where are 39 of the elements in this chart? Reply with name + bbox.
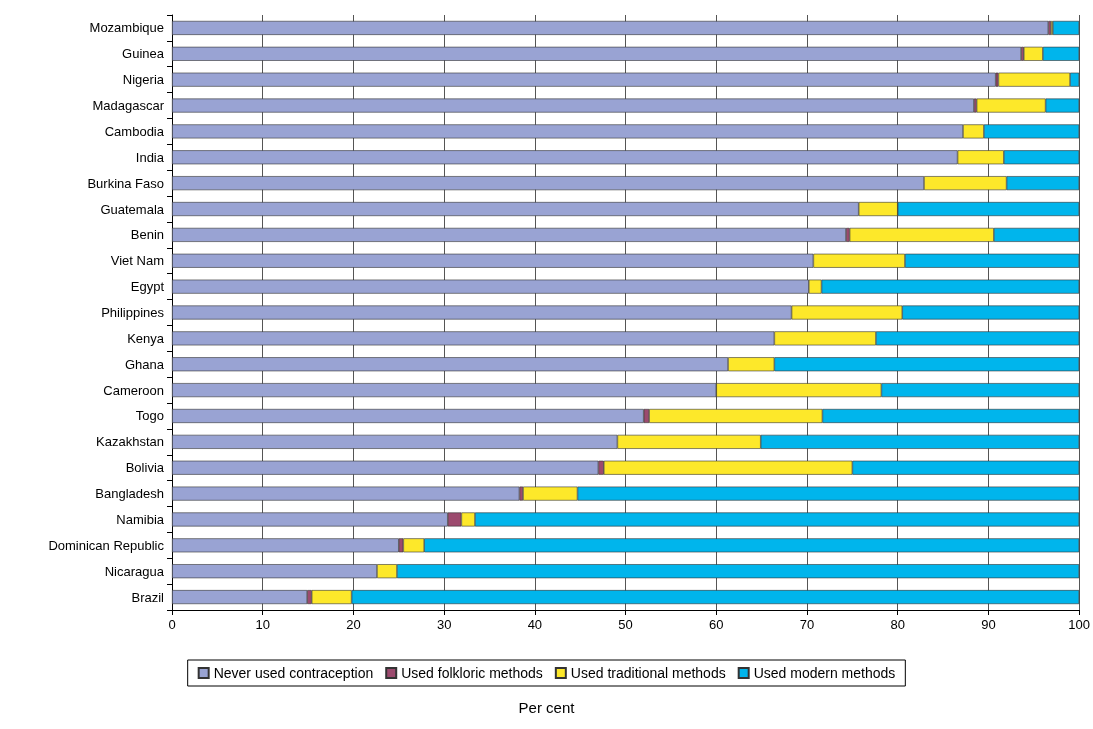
y-tick-label: Benin xyxy=(130,227,164,243)
text: Per cent xyxy=(518,699,576,716)
y-tick-label: Togo xyxy=(135,408,164,424)
y-tick-label: Kazakhstan xyxy=(96,434,164,450)
y-tick-label: Cambodia xyxy=(104,123,165,139)
y-tick-label: Guatemala xyxy=(100,201,165,217)
y-tick-label: Bolivia xyxy=(125,460,165,476)
y-tick-label: Philippines xyxy=(101,305,165,320)
y-tick-label: Viet Nam xyxy=(110,253,164,269)
x-tick-label: 30 xyxy=(436,617,452,632)
x-tick-label: 20 xyxy=(346,617,361,632)
legend-label: Used folkloric methods xyxy=(401,665,543,681)
y-tick-label: India xyxy=(135,149,165,165)
x-tick-label: 0 xyxy=(168,617,176,632)
y-tick-label: Madagascar xyxy=(92,98,165,114)
y-tick-label: Kenya xyxy=(127,330,165,346)
y-tick-label: Ghana xyxy=(124,356,165,372)
y-tick-label: Brazil xyxy=(131,589,165,605)
y-tick-label: Nicaragua xyxy=(104,563,165,579)
x-tick-label: 80 xyxy=(890,617,905,632)
legend-label: Never used contraception xyxy=(213,665,374,681)
legend-label: Used traditional methods xyxy=(570,665,726,681)
y-tick-label: Dominican Republic xyxy=(48,537,165,553)
x-tick-label: 70 xyxy=(799,617,815,632)
x-tick-label: 90 xyxy=(981,617,996,632)
y-tick-label: Namibia xyxy=(116,511,165,527)
legend-label: Used modern methods xyxy=(753,665,896,681)
y-tick-label: Nigeria xyxy=(122,72,165,88)
y-tick-label: Mozambique xyxy=(89,20,164,36)
x-tick-label: 40 xyxy=(527,617,543,632)
x-tick-label: 50 xyxy=(618,617,633,632)
x-tick-label: 100 xyxy=(1068,617,1091,632)
y-tick-label: Bangladesh xyxy=(95,486,164,502)
y-tick-label: Guinea xyxy=(122,46,165,62)
y-tick-label: Egypt xyxy=(130,279,165,295)
x-tick-label: 10 xyxy=(255,617,270,632)
x-tick-label: 60 xyxy=(709,617,724,632)
y-tick-label: Cameroon xyxy=(103,382,164,398)
y-tick-label: Burkina Faso xyxy=(87,175,164,191)
